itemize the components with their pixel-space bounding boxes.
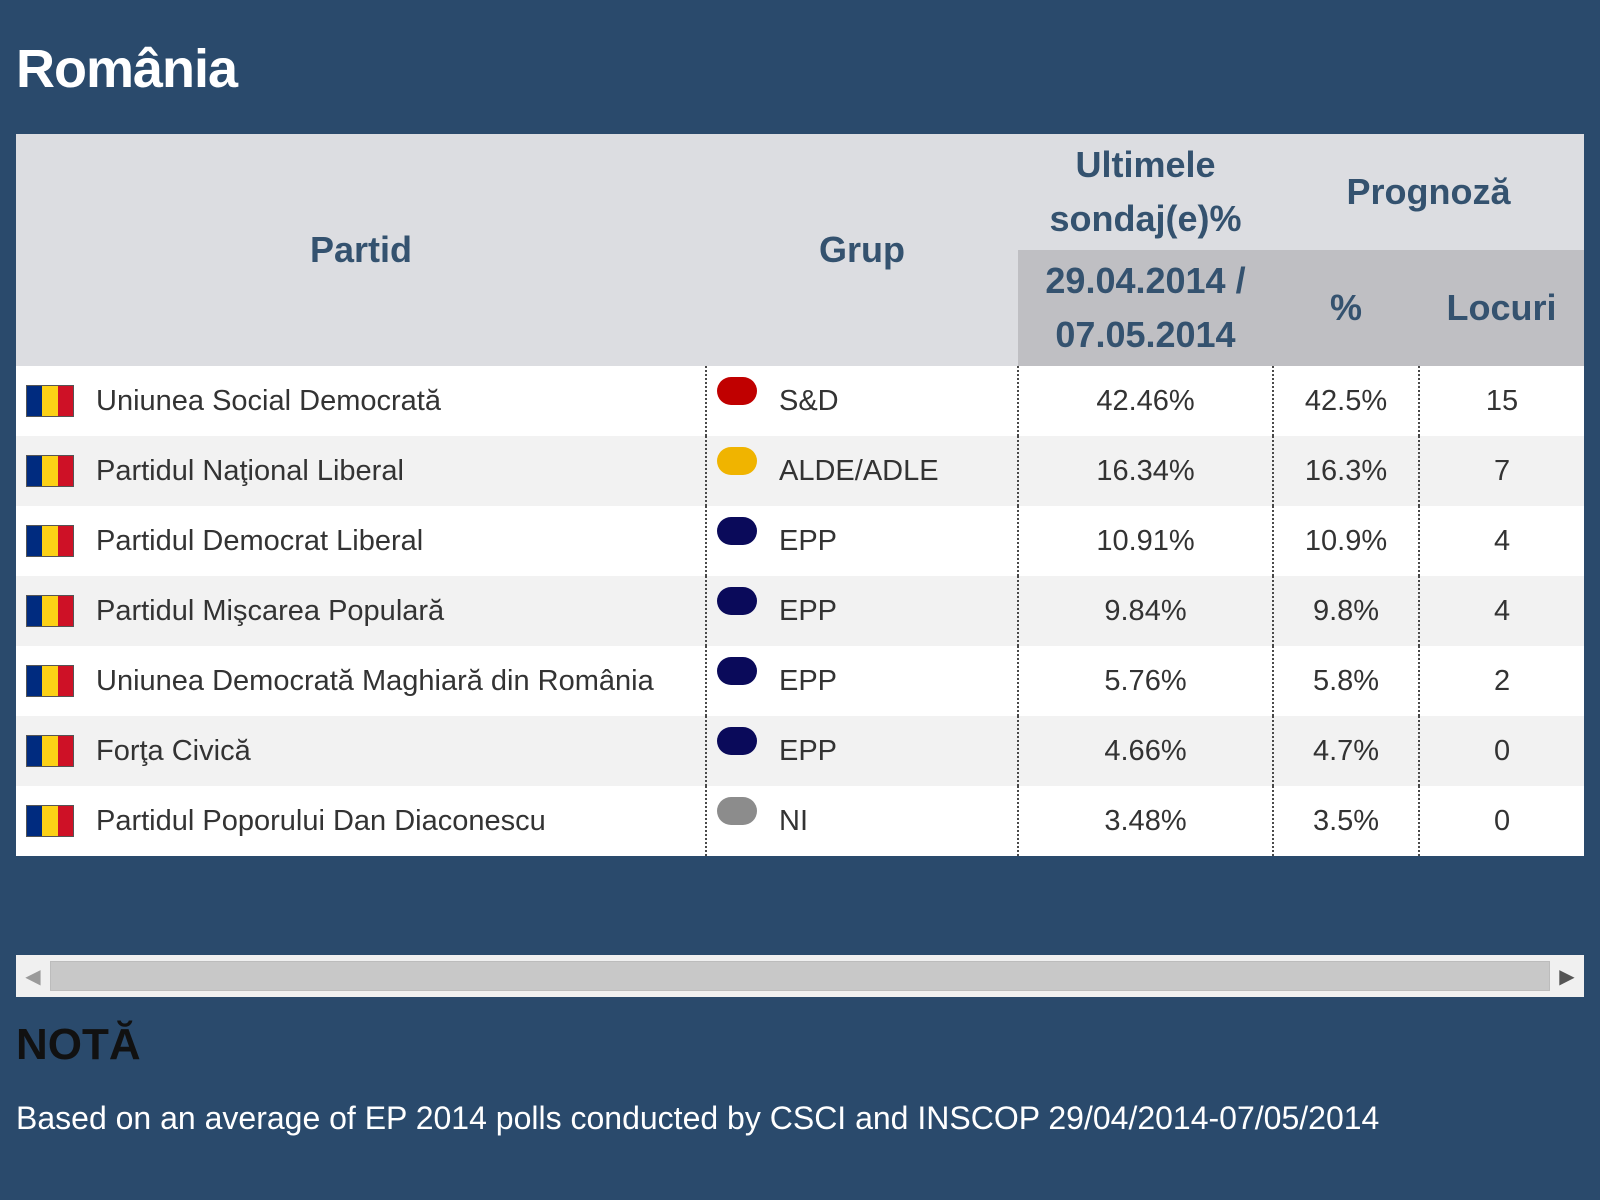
poll-value: 3.48% — [1017, 786, 1273, 856]
scroll-left-arrow-icon[interactable]: ◀ — [25, 965, 41, 988]
group-name: NI — [779, 804, 808, 837]
romania-flag-icon — [26, 595, 74, 627]
header-forecast: Prognoză — [1273, 134, 1585, 250]
group-color-dot-icon — [717, 657, 757, 685]
group-color-dot-icon — [717, 517, 757, 545]
group-cell: EPP — [705, 646, 1018, 716]
poll-value: 5.76% — [1017, 646, 1273, 716]
horizontal-scrollbar[interactable]: ◀ ▶ — [16, 955, 1584, 997]
party-cell: Partidul Naţional Liberal — [16, 436, 706, 506]
poll-value: 10.91% — [1017, 506, 1273, 576]
table-row: Forţa Civică EPP 4.66% 4.7% 0 — [16, 716, 1585, 786]
poll-value: 42.46% — [1017, 366, 1273, 436]
party-cell: Partidul Mişcarea Populară — [16, 576, 706, 646]
party-cell: Uniunea Social Democrată — [16, 366, 706, 436]
forecast-seats-value: 4 — [1417, 576, 1585, 646]
party-name: Partidul Mişcarea Populară — [96, 594, 445, 627]
group-color-dot-icon — [717, 727, 757, 755]
forecast-seats-value: 15 — [1417, 366, 1585, 436]
group-name: EPP — [779, 524, 838, 557]
header-party: Partid — [16, 134, 706, 366]
forecast-seats-value: 2 — [1417, 646, 1585, 716]
results-table-container: Partid Grup Ultimele sondaj(e)% Prognoză… — [16, 134, 1585, 856]
group-color-dot-icon — [717, 797, 757, 825]
poll-value: 9.84% — [1017, 576, 1273, 646]
group-name: ALDE/ADLE — [779, 454, 939, 487]
results-table-body: Uniunea Social Democrată S&D 42.46% 42.5% 15… — [16, 366, 1585, 856]
header-polls: Ultimele sondaj(e)% — [1018, 134, 1273, 250]
romania-flag-icon — [26, 385, 74, 417]
group-color-dot-icon — [717, 447, 757, 475]
page-title: România — [16, 39, 238, 99]
header-polls-dates: 29.04.2014 / 07.05.2014 — [1018, 250, 1273, 366]
romania-flag-icon — [26, 665, 74, 697]
note-title: NOTĂ — [16, 1020, 141, 1069]
results-table: Partid Grup Ultimele sondaj(e)% Prognoză… — [16, 134, 1585, 856]
forecast-seats-value: 0 — [1417, 716, 1585, 786]
group-cell: EPP — [705, 506, 1018, 576]
party-name: Uniunea Democrată Maghiară din România — [96, 664, 654, 697]
group-cell: EPP — [705, 716, 1018, 786]
header-group: Grup — [706, 134, 1018, 366]
forecast-pct-value: 42.5% — [1272, 366, 1419, 436]
party-cell: Partidul Poporului Dan Diaconescu — [16, 786, 706, 856]
group-cell: S&D — [705, 366, 1018, 436]
scrollbar-thumb[interactable] — [50, 961, 1550, 991]
forecast-pct-value: 5.8% — [1272, 646, 1419, 716]
table-row: Partidul Democrat Liberal EPP 10.91% 10.9% 4 — [16, 506, 1585, 576]
party-cell: Partidul Democrat Liberal — [16, 506, 706, 576]
forecast-seats-value: 0 — [1417, 786, 1585, 856]
party-name: Forţa Civică — [96, 734, 251, 767]
forecast-pct-value: 10.9% — [1272, 506, 1419, 576]
forecast-pct-value: 16.3% — [1272, 436, 1419, 506]
forecast-seats-value: 7 — [1417, 436, 1585, 506]
group-color-dot-icon — [717, 587, 757, 615]
romania-flag-icon — [26, 805, 74, 837]
table-row: Uniunea Democrată Maghiară din România EP… — [16, 646, 1585, 716]
table-row: Partidul Naţional Liberal ALDE/ADLE 16.34%… — [16, 436, 1585, 506]
table-row: Uniunea Social Democrată S&D 42.46% 42.5% 15 — [16, 366, 1585, 436]
scroll-right-arrow-icon[interactable]: ▶ — [1559, 965, 1575, 988]
group-cell: ALDE/ADLE — [705, 436, 1018, 506]
romania-flag-icon — [26, 455, 74, 487]
group-cell: NI — [705, 786, 1018, 856]
party-name: Partidul Democrat Liberal — [96, 524, 424, 557]
poll-value: 16.34% — [1017, 436, 1273, 506]
forecast-seats-value: 4 — [1417, 506, 1585, 576]
party-name: Partidul Poporului Dan Diaconescu — [96, 804, 546, 837]
forecast-pct-value: 4.7% — [1272, 716, 1419, 786]
forecast-pct-value: 3.5% — [1272, 786, 1419, 856]
note-text: Based on an average of EP 2014 polls con… — [16, 1100, 1380, 1136]
party-name: Partidul Naţional Liberal — [96, 454, 404, 487]
party-cell: Uniunea Democrată Maghiară din România — [16, 646, 706, 716]
poll-value: 4.66% — [1017, 716, 1273, 786]
group-color-dot-icon — [717, 377, 757, 405]
header-forecast-pct: % — [1273, 250, 1419, 366]
forecast-pct-value: 9.8% — [1272, 576, 1419, 646]
group-name: S&D — [779, 384, 839, 417]
group-name: EPP — [779, 594, 838, 627]
group-name: EPP — [779, 734, 838, 767]
table-row: Partidul Poporului Dan Diaconescu NI 3.48%… — [16, 786, 1585, 856]
party-name: Uniunea Social Democrată — [96, 384, 441, 417]
party-cell: Forţa Civică — [16, 716, 706, 786]
romania-flag-icon — [26, 525, 74, 557]
group-name: EPP — [779, 664, 838, 697]
group-cell: EPP — [705, 576, 1018, 646]
romania-flag-icon — [26, 735, 74, 767]
header-forecast-seats: Locuri — [1419, 250, 1585, 366]
table-row: Partidul Mişcarea Populară EPP 9.84% 9.8% 4 — [16, 576, 1585, 646]
